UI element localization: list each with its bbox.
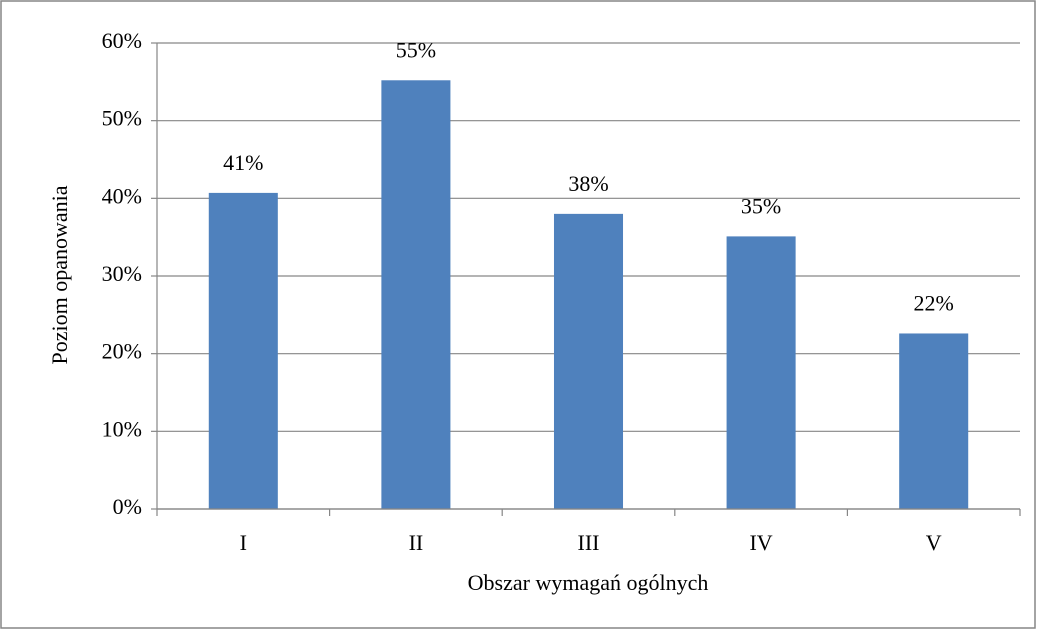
data-label: 55% xyxy=(396,37,436,62)
bar xyxy=(899,333,969,509)
x-tick-label: IV xyxy=(749,530,772,555)
bar xyxy=(208,192,278,509)
y-tick-label: 10% xyxy=(102,416,142,441)
y-axis-title: Poziom opanowania xyxy=(47,185,72,364)
data-label: 38% xyxy=(568,171,608,196)
x-tick-label: I xyxy=(240,530,247,555)
x-axis-title: Obszar wymagań ogólnych xyxy=(468,570,709,595)
bar xyxy=(726,236,796,509)
y-tick-label: 60% xyxy=(102,28,142,53)
data-label: 22% xyxy=(914,291,954,316)
x-tick-label: III xyxy=(578,530,600,555)
bar xyxy=(381,80,451,509)
y-tick-label: 40% xyxy=(102,183,142,208)
bar xyxy=(553,213,624,509)
x-tick-label: II xyxy=(409,530,424,555)
data-label: 41% xyxy=(223,150,263,175)
y-tick-label: 0% xyxy=(113,494,142,519)
x-tick-label: V xyxy=(926,530,942,555)
y-tick-label: 50% xyxy=(102,106,142,131)
y-tick-label: 30% xyxy=(102,261,142,286)
data-label: 35% xyxy=(741,193,781,218)
y-tick-label: 20% xyxy=(102,339,142,364)
